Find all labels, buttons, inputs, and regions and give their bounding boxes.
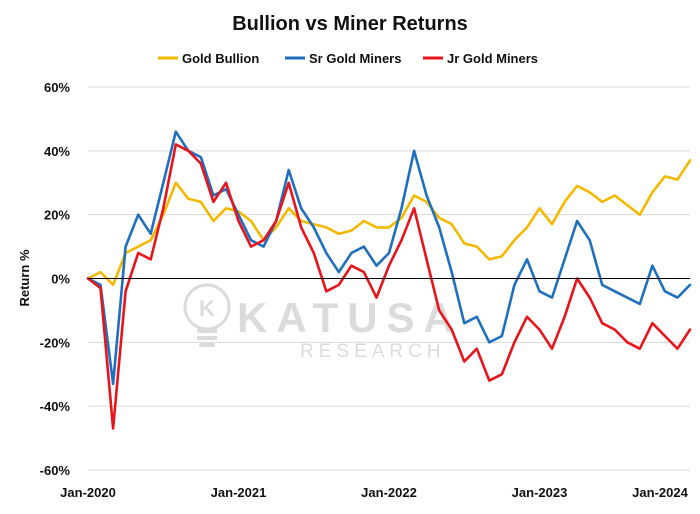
- x-axis-tick-labels: Jan-2020 Jan-2021 Jan-2022 Jan-2023 Jan-2024: [60, 485, 688, 500]
- series-line-1: [86, 159, 692, 287]
- series-layer: [86, 130, 692, 430]
- y-axis-label: Return %: [17, 249, 32, 307]
- y-tick-label: 0%: [51, 272, 70, 287]
- chart-title: Bullion vs Miner Returns: [232, 13, 468, 35]
- x-tick-label: Jan-2020: [60, 485, 116, 500]
- y-tick-label: 40%: [44, 144, 70, 159]
- legend-item: Sr Gold Miners: [285, 51, 401, 66]
- watermark-brand: KATUSA: [237, 294, 463, 341]
- x-tick-label: Jan-2022: [361, 485, 417, 500]
- legend-label: Sr Gold Miners: [309, 51, 401, 66]
- x-tick-label: Jan-2024: [632, 485, 688, 500]
- watermark: K KATUSA RESEARCH: [183, 283, 463, 362]
- legend-item: Gold Bullion: [158, 51, 259, 66]
- x-tick-label: Jan-2021: [211, 485, 267, 500]
- y-tick-label: 20%: [44, 208, 70, 223]
- grid-lines: [88, 86, 690, 471]
- emblem-letter: K: [199, 296, 215, 321]
- y-tick-label: -40%: [40, 399, 71, 414]
- legend: Gold Bullion Sr Gold Miners Jr Gold Miners: [158, 51, 538, 66]
- watermark-subtitle: RESEARCH: [300, 341, 446, 362]
- series-line-3: [86, 143, 692, 430]
- lightbulb-icon: K: [183, 283, 231, 347]
- y-axis-tick-labels: 60% 40% 20% 0% -20% -40% -60%: [40, 80, 71, 478]
- y-tick-label: 60%: [44, 80, 70, 95]
- legend-label: Jr Gold Miners: [447, 51, 538, 66]
- x-tick-label: Jan-2023: [512, 485, 568, 500]
- legend-item: Jr Gold Miners: [423, 51, 538, 66]
- y-tick-label: -60%: [40, 463, 71, 478]
- y-tick-label: -20%: [40, 335, 71, 350]
- legend-label: Gold Bullion: [182, 51, 259, 66]
